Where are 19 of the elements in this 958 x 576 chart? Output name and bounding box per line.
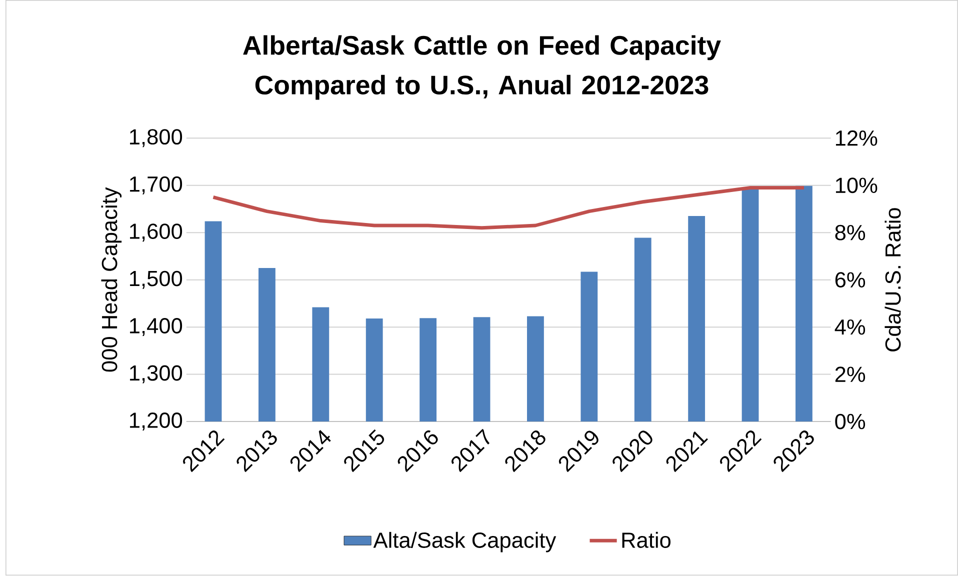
y-tick-label: 1,800: [130, 129, 182, 148]
y2-tick-label: 2%: [835, 366, 866, 382]
y2-tick-label: 10%: [836, 178, 878, 194]
y-axis-title: 000 Head Capacity: [101, 187, 122, 372]
legend-label: Alta/Sask Capacity: [373, 532, 556, 552]
y-tick-label: 1,200: [130, 412, 182, 431]
y-tick-label: 1,500: [130, 271, 182, 290]
y2-axis-title: Cda/U.S. Ratio: [884, 208, 901, 352]
legend-label: Ratio: [622, 532, 670, 548]
y2-tick-label: 8%: [835, 225, 866, 241]
y2-tick-label: 12%: [836, 130, 878, 146]
y-tick-label: 1,300: [130, 365, 182, 384]
y-tick-label: 1,400: [130, 318, 182, 336]
y2-tick-label: 0%: [835, 414, 866, 430]
y-tick-label: 1,600: [130, 224, 182, 242]
y2-tick-label: 6%: [835, 272, 866, 288]
y2-tick-label: 4%: [834, 320, 866, 335]
y-tick-label: 1,700: [130, 176, 182, 195]
chart-title: Alberta/Sask Cattle on Feed Capacity Compared to U.S., Anual 2012-2023: [243, 35, 721, 100]
